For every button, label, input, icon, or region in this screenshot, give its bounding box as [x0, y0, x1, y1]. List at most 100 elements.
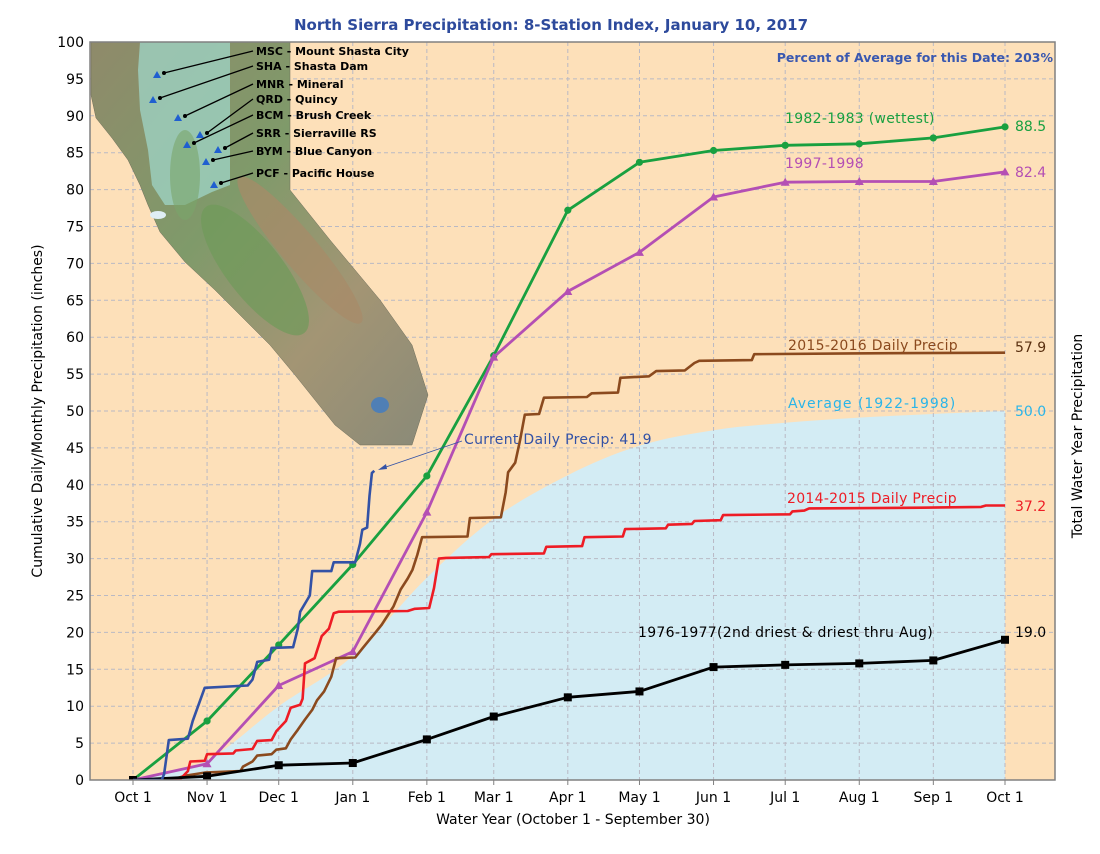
station-arrow-head-icon [192, 141, 196, 145]
series-labels: Average (1922-1998) 50.0 1982-1983 (wettes… [464, 111, 1046, 641]
data-point-y9798 [709, 192, 719, 201]
series-line-current [133, 469, 376, 780]
station-pointer-arrow [220, 172, 254, 184]
y-tick-label: 100 [57, 35, 84, 51]
series-label-average: Average (1922-1998) [788, 396, 956, 412]
y-tick-label: 30 [66, 552, 84, 568]
x-axis-title: Water Year (October 1 - September 30) [436, 812, 710, 828]
current-arrow-head-icon [378, 464, 387, 470]
data-point-wettest [709, 146, 718, 155]
data-point-y7677 [781, 660, 790, 669]
current-label-arrow [379, 440, 463, 470]
data-point-y9798 [563, 286, 573, 295]
station-pointer-arrow [206, 98, 254, 134]
y-tick-label: 0 [75, 773, 84, 789]
series-label-current: Current Daily Precip: 41.9 [464, 432, 652, 448]
series-layer [129, 123, 1010, 780]
station-label: QRD - Quincy [256, 93, 338, 106]
y-tick-label: 40 [66, 478, 84, 494]
data-point-y9798 [634, 247, 644, 256]
percent-of-average: Percent of Average for this Date: 203% [777, 50, 1054, 65]
central-valley [201, 204, 309, 336]
station-label: MSC - Mount Shasta City [256, 45, 409, 58]
x-tick-label: Jun 1 [695, 790, 731, 806]
x-tick-label: Oct 1 [986, 790, 1024, 806]
station-triangle-icon [210, 181, 218, 188]
data-point-y9798 [928, 176, 938, 185]
data-point-y7677 [129, 776, 137, 780]
data-point-y9798 [1000, 167, 1010, 176]
central-valley-north [170, 130, 200, 220]
station-triangle-icon [196, 131, 204, 138]
x-tick-label: Feb 1 [408, 790, 446, 806]
station-triangle-icon [174, 114, 182, 121]
y-tick-label: 95 [66, 72, 84, 88]
station-triangle-icon [183, 141, 191, 148]
data-point-wettest [423, 472, 431, 480]
sierra-range [237, 176, 363, 324]
x-tick-label: Jul 1 [769, 790, 800, 806]
x-tick-label: Jan 1 [334, 790, 370, 806]
series-label-y7677: 1976-1977(2nd driest & driest thru Aug) [638, 625, 933, 641]
lake [371, 397, 389, 413]
data-point-wettest [1001, 123, 1009, 131]
series-line-y1415 [132, 504, 1005, 780]
data-point-y7677 [635, 687, 644, 696]
y-tick-label: 20 [66, 625, 84, 641]
series-label-y1516: 2015-2016 Daily Precip [788, 338, 958, 354]
data-point-y9798 [202, 759, 212, 768]
station-pointer-arrow [159, 65, 254, 99]
x-tick-label: Apr 1 [549, 790, 587, 806]
y-tick-label: 70 [66, 256, 84, 272]
station-arrow-head-icon [223, 146, 227, 150]
station-pointer-arrow [184, 83, 254, 117]
station-label: SRR - Sierraville RS [256, 127, 377, 140]
y-tick-label: 45 [66, 441, 84, 457]
station-label: PCF - Pacific House [256, 167, 374, 180]
station-arrow-head-icon [211, 158, 215, 162]
data-point-y9798 [348, 647, 358, 656]
data-point-y7677 [348, 759, 357, 768]
data-point-y9798 [422, 507, 432, 516]
data-point-y9798 [274, 681, 284, 690]
x-tick-label: Dec 1 [259, 790, 299, 806]
data-point-y7677 [709, 663, 718, 672]
station-label: BCM - Brush Creek [256, 109, 372, 122]
data-point-wettest [203, 717, 211, 725]
x-tick-label: Mar 1 [474, 790, 514, 806]
data-point-wettest [564, 206, 572, 214]
x-tick-label: Sep 1 [913, 790, 953, 806]
station-arrow-head-icon [158, 96, 162, 100]
x-tick-label: Nov 1 [187, 790, 228, 806]
x-tick-label: May 1 [618, 790, 660, 806]
y-tick-label: 75 [66, 220, 84, 236]
data-point-y9798 [780, 177, 790, 186]
y-axis-title: Cumulative Daily/Monthly Precipitation (… [30, 244, 46, 577]
bay-water [150, 211, 166, 219]
station-triangle-icon [153, 71, 161, 78]
data-point-y7677 [855, 659, 864, 668]
y-tick-label: 60 [66, 330, 84, 346]
y-tick-label: 15 [66, 662, 84, 678]
series-total-y7677: 19.0 [1015, 625, 1046, 641]
station-triangle-icon [202, 158, 210, 165]
series-label-wettest: 1982-1983 (wettest) [785, 111, 935, 127]
data-point-y7677 [489, 712, 498, 721]
y-tick-label: 5 [75, 736, 84, 752]
data-point-y9798 [489, 352, 499, 361]
station-pointer-arrow [212, 150, 254, 161]
data-point-wettest [929, 134, 937, 142]
station-label: SHA - Shasta Dam [256, 60, 368, 73]
data-point-y7677 [929, 656, 938, 665]
y-tick-label: 25 [66, 589, 84, 605]
station-pointer-arrow [163, 50, 254, 74]
data-point-y9798 [854, 176, 864, 185]
y-tick-label: 35 [66, 515, 84, 531]
chart-title: North Sierra Precipitation: 8-Station In… [294, 16, 808, 34]
station-triangle-icon [149, 96, 157, 103]
series-total-average: 50.0 [1015, 404, 1046, 420]
data-point-wettest [855, 140, 863, 148]
series-total-y9798: 82.4 [1015, 165, 1046, 181]
series-total-y1415: 37.2 [1015, 499, 1046, 515]
